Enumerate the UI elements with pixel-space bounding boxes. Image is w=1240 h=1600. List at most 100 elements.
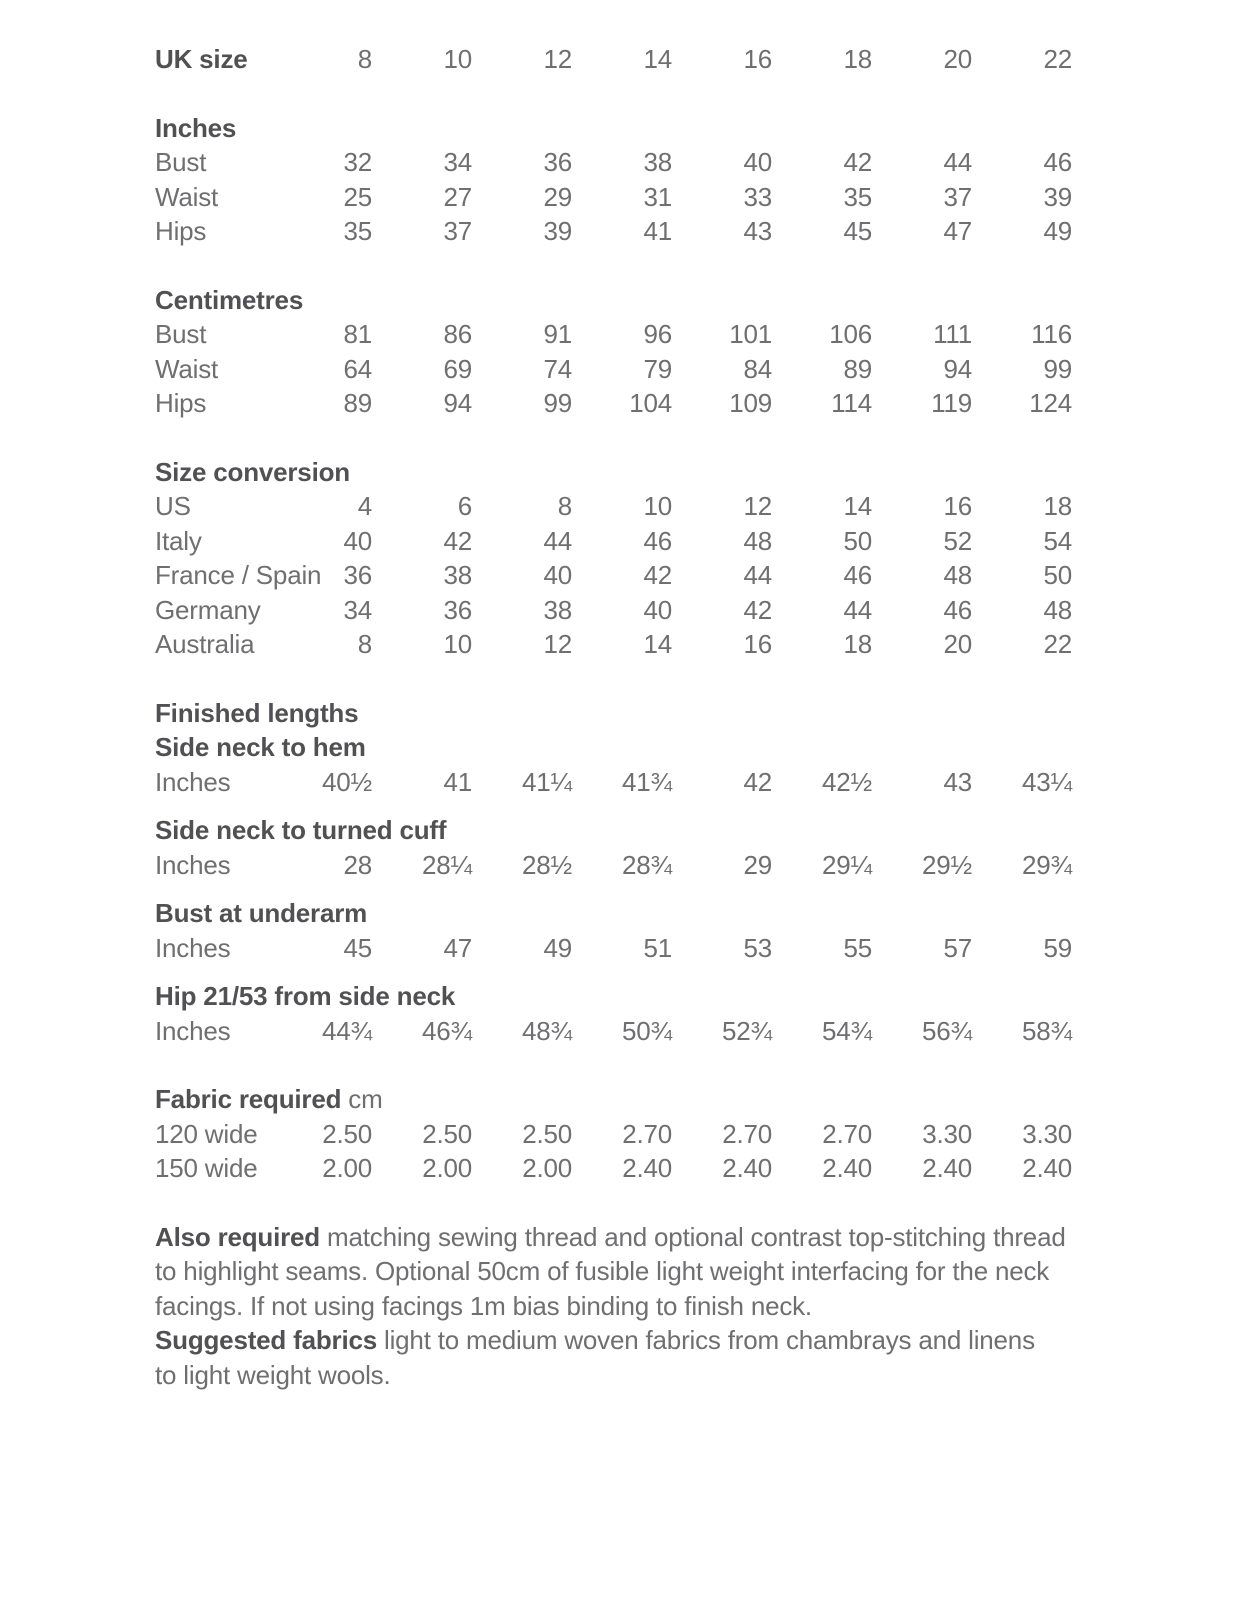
size-value: 35 <box>843 181 872 212</box>
size-value: 54¾ <box>821 1015 872 1046</box>
size-value: 3.30 <box>922 1118 972 1149</box>
size-value: 101 <box>729 319 772 349</box>
section-heading: Hip 21/53 from side neck <box>155 979 1240 1014</box>
size-value: 12 <box>543 629 572 659</box>
size-value: 84 <box>743 353 772 384</box>
size-value: 86 <box>443 319 472 349</box>
size-value: 69 <box>443 353 472 384</box>
table-row: UK size 8 10 12 14 16 18 20 22 <box>155 42 1072 77</box>
size-value: 8 <box>357 44 372 74</box>
size-value: 46 <box>643 525 672 556</box>
size-value: 10 <box>443 629 472 659</box>
table-row: US 4 6 8 10 12 14 16 18 <box>155 489 1072 524</box>
size-value: 94 <box>943 353 972 384</box>
section-heading: Side neck to hem <box>155 730 1240 765</box>
size-value: 36 <box>343 560 372 590</box>
size-value: 44 <box>543 525 572 556</box>
size-value: 99 <box>543 388 572 418</box>
size-value: 41 <box>443 766 472 797</box>
section-hip-from-side-neck: Hip 21/53 from side neck Inches 44¾ 46¾ 48¾ 5… <box>155 979 1240 1048</box>
section-heading-text: Finished lengths <box>155 697 359 728</box>
section-inches: Inches Bust 32 34 36 38 40 42 44 46 Waist 25 27 29 31 3… <box>155 111 1240 249</box>
table-row: Hips 89 94 99 104 109 114 119 124 <box>155 386 1072 421</box>
section-heading-text: Side neck to hem <box>155 732 366 762</box>
size-value: 50¾ <box>621 1015 672 1046</box>
size-value: 29½ <box>921 849 972 880</box>
size-value: 20 <box>943 44 972 74</box>
table-row: Hips 35 37 39 41 43 45 47 49 <box>155 214 1072 249</box>
row-label: Bust <box>155 319 207 349</box>
size-value: 43 <box>943 766 972 797</box>
size-value: 2.00 <box>322 1153 372 1183</box>
size-value: 32 <box>343 147 372 177</box>
suggested-fabrics-label: Suggested fabrics <box>155 1325 377 1355</box>
size-value: 2.40 <box>622 1153 672 1183</box>
section-fabric-required: Fabric required cm 120 wide 2.50 2.50 2.50 2.… <box>155 1082 1240 1186</box>
size-value: 6 <box>457 491 472 521</box>
size-value: 116 <box>1031 319 1072 349</box>
table-row: Germany 34 36 38 40 42 44 46 48 <box>155 593 1072 628</box>
size-value: 14 <box>643 44 672 74</box>
size-chart: UK size 8 10 12 14 16 18 20 22 Inches Bust 32 34 36 38… <box>155 42 1240 1186</box>
section-heading-text: Size conversion <box>155 456 350 487</box>
section-heading-text: Centimetres <box>155 284 304 315</box>
size-value: 45 <box>843 216 872 246</box>
size-value: 53 <box>743 932 772 963</box>
row-label: Waist <box>155 353 219 384</box>
size-value: 12 <box>543 44 572 74</box>
size-value: 22 <box>1043 44 1072 74</box>
size-value: 111 <box>933 319 972 349</box>
size-value: 41¼ <box>521 766 572 797</box>
row-label: UK size <box>155 44 248 74</box>
size-value: 44 <box>743 560 772 590</box>
size-value: 36 <box>543 147 572 177</box>
size-value: 29 <box>543 181 572 212</box>
size-value: 46¾ <box>421 1015 472 1046</box>
table-row: Inches 40½ 41 41¼ 41¾ 42 42½ 43 43¼ <box>155 765 1072 800</box>
size-value: 45 <box>343 932 372 963</box>
size-value: 42½ <box>821 766 872 797</box>
size-value: 44 <box>843 594 872 625</box>
size-value: 43¼ <box>1021 766 1072 797</box>
size-value: 46 <box>943 594 972 625</box>
size-value: 52¾ <box>721 1015 772 1046</box>
size-value: 74 <box>543 353 572 384</box>
table-row: Bust 32 34 36 38 40 42 44 46 <box>155 145 1072 180</box>
size-value: 16 <box>743 44 772 74</box>
size-value: 54 <box>1043 525 1072 556</box>
size-value: 2.50 <box>422 1118 472 1149</box>
size-value: 2.70 <box>822 1118 872 1149</box>
section-uk-size: UK size 8 10 12 14 16 18 20 22 <box>155 42 1240 77</box>
size-value: 29 <box>743 849 772 880</box>
size-value: 31 <box>643 181 672 212</box>
table-row: Inches 45 47 49 51 53 55 57 59 <box>155 931 1072 966</box>
table-row: Inches 44¾ 46¾ 48¾ 50¾ 52¾ 54¾ 56¾ 58¾ <box>155 1014 1072 1049</box>
row-label: Germany <box>155 594 261 625</box>
section-heading: Side neck to turned cuff <box>155 813 1240 848</box>
size-value: 50 <box>843 525 872 556</box>
row-label: France / Spain <box>155 560 322 590</box>
size-value: 18 <box>1043 491 1072 521</box>
section-heading-text: Inches <box>155 112 237 143</box>
size-value: 40 <box>343 525 372 556</box>
size-value: 14 <box>843 491 872 521</box>
section-heading-text: Fabric required <box>155 1084 342 1114</box>
suggested-fabrics-note: Suggested fabrics light to medium woven … <box>155 1323 1035 1392</box>
size-value: 51 <box>643 932 672 963</box>
table-row: Australia 8 10 12 14 16 18 20 22 <box>155 627 1072 662</box>
row-label: Bust <box>155 147 207 177</box>
section-heading: Centimetres <box>155 283 1240 318</box>
size-value: 40 <box>643 594 672 625</box>
size-value: 99 <box>1043 353 1072 384</box>
size-value: 48 <box>743 525 772 556</box>
table-row: 120 wide 2.50 2.50 2.50 2.70 2.70 2.70 3.30 3.30 <box>155 1117 1072 1152</box>
size-value: 40 <box>743 147 772 177</box>
section-heading: Size conversion <box>155 455 1240 490</box>
size-value: 18 <box>843 44 872 74</box>
size-value: 16 <box>743 629 772 659</box>
size-value: 52 <box>943 525 972 556</box>
size-value: 28 <box>343 849 372 880</box>
size-value: 89 <box>343 388 372 418</box>
size-value: 96 <box>643 319 672 349</box>
